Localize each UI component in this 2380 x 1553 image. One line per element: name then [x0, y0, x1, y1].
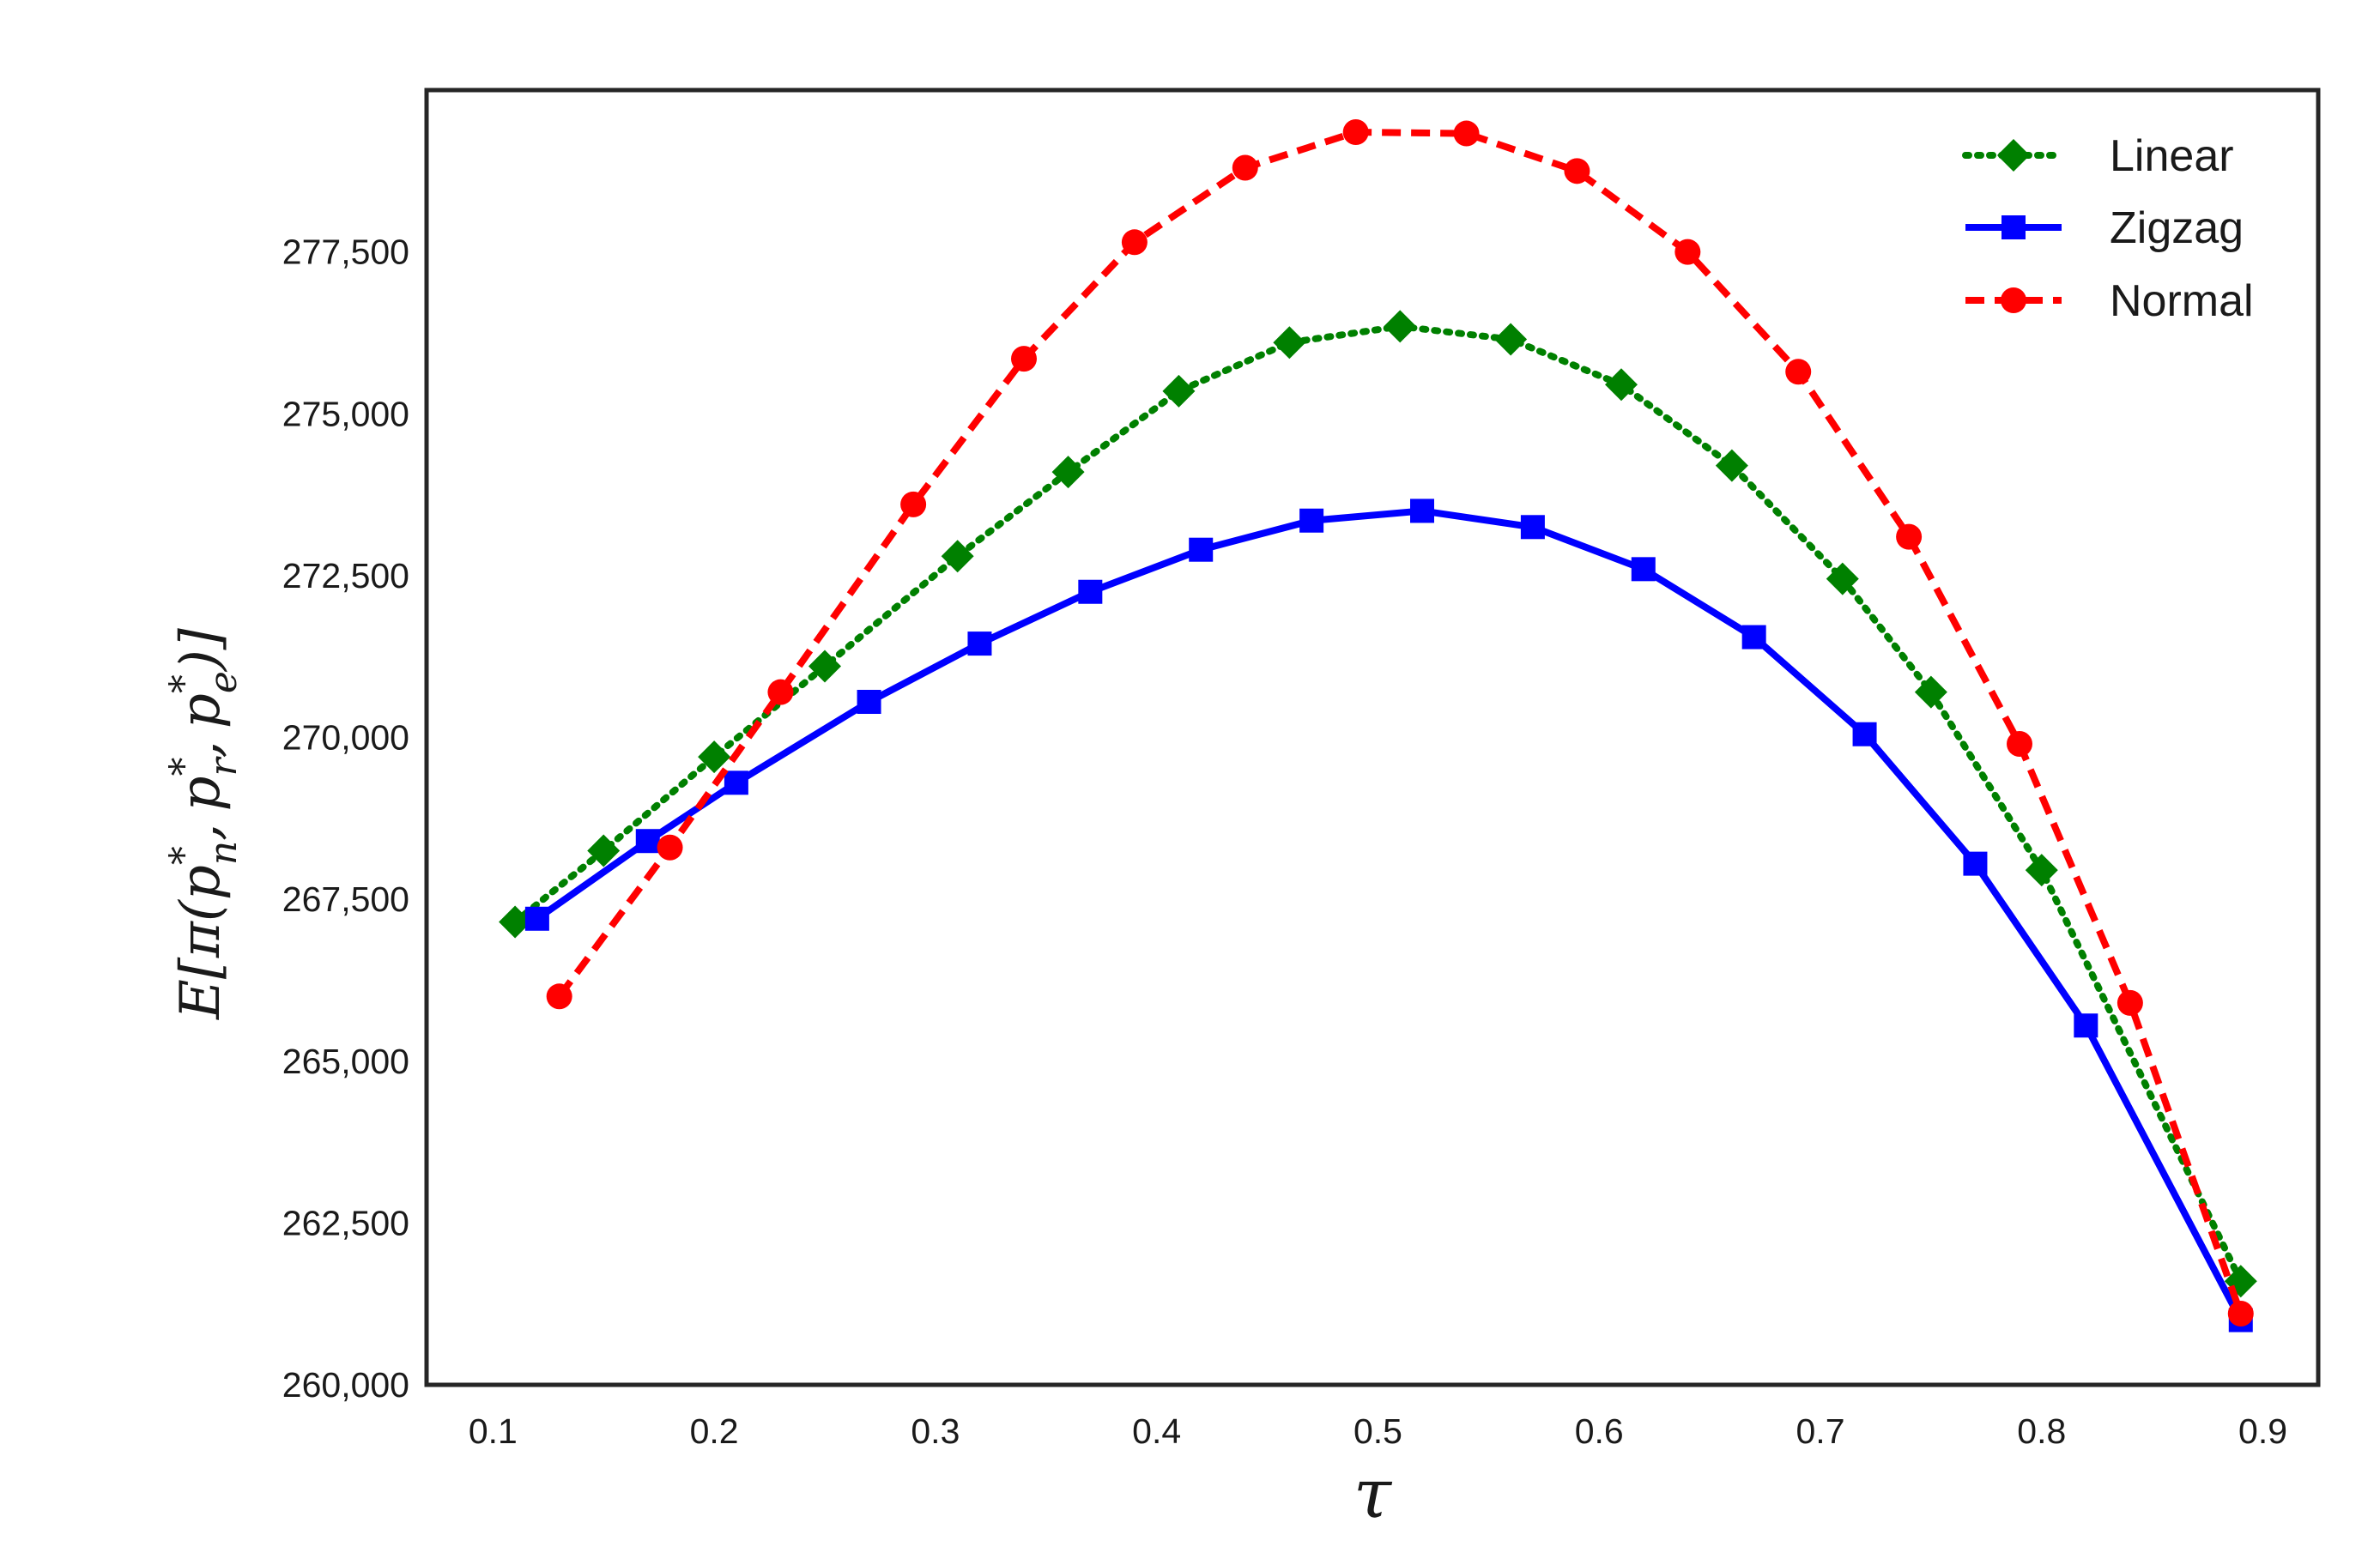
data-point-normal [1896, 523, 1923, 550]
data-point-zigzag [1520, 515, 1545, 540]
data-point-zigzag [1852, 722, 1877, 746]
x-tick-label: 0.9 [2238, 1411, 2287, 1451]
y-axis-title: E[π(p*n,p*r,p*e)] [162, 627, 245, 1020]
legend: Linear Zigzag Normal [1962, 131, 2254, 326]
data-point-linear [1384, 310, 1417, 343]
legend-marker-normal [2001, 287, 2026, 313]
data-point-normal [1342, 119, 1369, 146]
x-tick-label: 0.4 [1132, 1411, 1181, 1451]
y-tick-label: 265,000 [282, 1042, 409, 1081]
data-point-zigzag [1631, 557, 1656, 582]
data-point-zigzag [857, 690, 881, 715]
data-point-zigzag [2074, 1013, 2098, 1038]
data-point-normal [2117, 989, 2143, 1016]
data-point-normal [657, 834, 683, 861]
y-axis-title-p2: p [169, 776, 233, 812]
data-point-zigzag [635, 829, 660, 854]
data-point-normal [1674, 239, 1701, 265]
y-axis-title-suffix: )] [169, 627, 233, 673]
data-point-linear [587, 834, 621, 867]
y-axis-title-sub-n: n [202, 841, 245, 865]
data-point-normal [1011, 346, 1037, 372]
data-point-normal [2007, 731, 2032, 758]
data-point-zigzag [1963, 851, 1988, 876]
y-axis-title-sep1: , [169, 823, 233, 840]
legend-label-zigzag: Zigzag [2110, 203, 2244, 253]
series-line-normal [556, 129, 2244, 1315]
data-point-normal [2227, 1301, 2254, 1327]
data-point-zigzag [967, 631, 992, 656]
data-point-linear [499, 905, 532, 939]
y-tick-label: 272,500 [282, 556, 409, 595]
data-point-normal [1564, 158, 1590, 184]
y-axis-title-sub-e: e [202, 671, 245, 693]
legend-item-linear: Linear [1962, 131, 2234, 181]
y-tick-label: 262,500 [282, 1203, 409, 1242]
data-point-linear [941, 540, 974, 573]
x-tick-label: 0.7 [1796, 1411, 1845, 1451]
y-axis-title-p1: p [169, 865, 233, 900]
legend-item-zigzag: Zigzag [1965, 203, 2244, 253]
data-point-linear [1494, 323, 1528, 356]
x-axis-title: τ [1354, 1453, 1393, 1533]
y-tick-label: 277,500 [282, 233, 409, 272]
data-point-linear [1914, 675, 1947, 709]
y-axis-title-p3: p [169, 693, 233, 728]
y-tick-label: 270,000 [282, 718, 409, 758]
data-point-normal [900, 491, 927, 517]
plot-frame [424, 88, 2321, 1387]
data-point-linear [1715, 449, 1748, 482]
y-axis-title-star1: * [162, 846, 206, 865]
legend-item-normal: Normal [1965, 276, 2254, 326]
data-point-linear [1273, 326, 1306, 360]
data-point-zigzag [524, 906, 549, 931]
y-axis-title-star3: * [162, 674, 206, 693]
x-tick-label: 0.3 [911, 1411, 960, 1451]
series-group [499, 119, 2257, 1332]
data-point-linear [1826, 562, 1859, 595]
x-tick-label: 0.6 [1575, 1411, 1624, 1451]
y-tick-label: 267,500 [282, 879, 409, 919]
data-point-zigzag [1299, 508, 1324, 533]
x-tick-label: 0.2 [690, 1411, 739, 1451]
data-point-normal [1232, 154, 1258, 181]
y-axis-title-star2: * [162, 758, 206, 776]
y-axis-title-sep2: , [169, 740, 233, 758]
data-point-normal [767, 679, 794, 705]
x-tick-label: 0.1 [469, 1411, 518, 1451]
legend-marker-zigzag [2002, 215, 2026, 239]
y-axis-title-prefix: E[π( [169, 898, 233, 1020]
y-tick-label: 260,000 [282, 1365, 409, 1405]
y-axis-title-sub-r: r [202, 756, 245, 776]
legend-label-linear: Linear [2110, 131, 2234, 181]
data-point-linear [2025, 854, 2058, 887]
series-line-zigzag [535, 507, 2244, 1322]
data-point-linear [1051, 456, 1085, 489]
data-point-zigzag [1741, 625, 1766, 650]
data-point-linear [808, 650, 841, 683]
data-point-linear [698, 740, 731, 774]
data-point-zigzag [1078, 579, 1103, 604]
y-tick-label: 275,000 [282, 394, 409, 433]
data-point-normal [1121, 229, 1148, 256]
data-point-normal [546, 983, 572, 1010]
legend-label-normal: Normal [2110, 276, 2254, 326]
tick-group: 0.1 0.2 0.3 0.4 0.5 0.6 0.7 0.8 0.9 260,000 262,50… [282, 233, 2287, 1451]
data-point-normal [1453, 120, 1480, 147]
data-point-normal [1785, 359, 1812, 385]
legend-marker-linear [1997, 139, 2030, 172]
x-tick-label: 0.8 [2017, 1411, 2066, 1451]
data-point-zigzag [1189, 537, 1214, 562]
x-tick-label: 0.5 [1354, 1411, 1402, 1451]
data-point-linear [1605, 368, 1638, 402]
data-point-linear [1162, 374, 1196, 408]
data-point-zigzag [724, 770, 748, 795]
data-point-zigzag [1410, 499, 1434, 523]
